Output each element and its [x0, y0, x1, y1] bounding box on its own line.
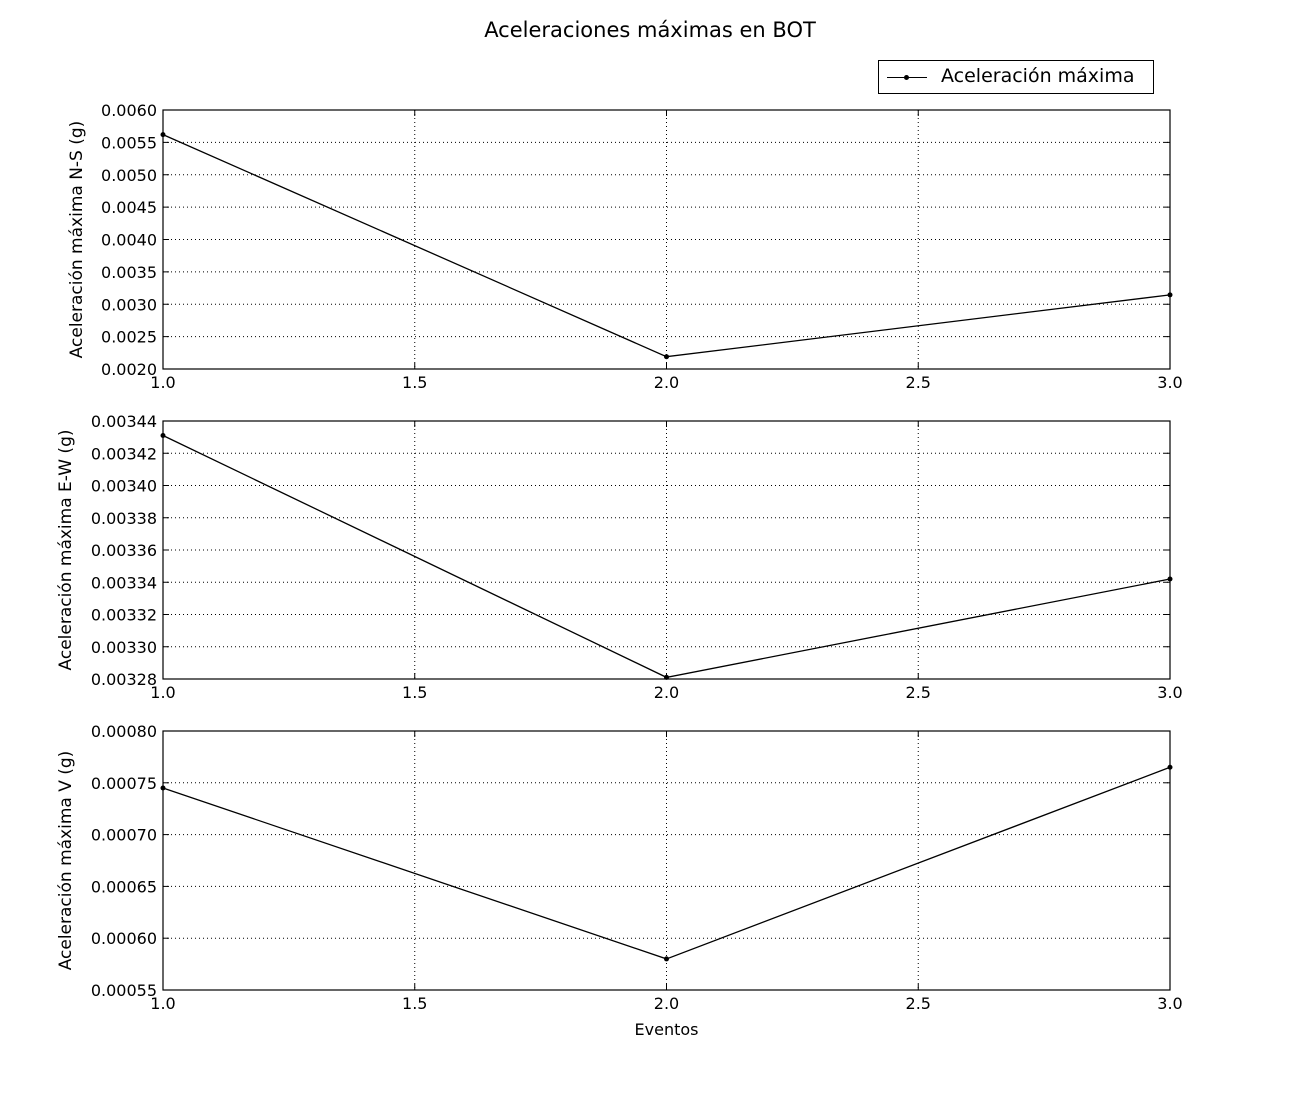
y-tick-label: 0.0050	[101, 166, 157, 185]
legend-label: Aceleración máxima	[941, 65, 1135, 87]
y-tick-label: 0.00336	[91, 541, 157, 560]
plot-area-frame	[162, 109, 1171, 370]
x-tick-label: 2.5	[906, 683, 931, 702]
x-tick-label: 2.0	[654, 683, 679, 702]
y-tick-label: 0.00070	[91, 826, 157, 845]
y-tick-label: 0.00332	[91, 606, 157, 625]
data-point	[160, 433, 166, 439]
y-tick-label: 0.0035	[101, 263, 157, 282]
legend: Aceleración máxima	[878, 60, 1154, 94]
y-tick-label: 0.00328	[91, 670, 157, 689]
x-tick-label: 2.5	[906, 373, 931, 392]
x-tick-label: 1.0	[150, 683, 175, 702]
y-tick-label: 0.0060	[101, 101, 157, 120]
figure-title: Aceleraciones máximas en BOT	[484, 18, 816, 42]
data-point	[1167, 292, 1173, 298]
series-line	[162, 134, 1171, 358]
data-point	[160, 132, 166, 138]
y-tick-label: 0.0055	[101, 133, 157, 152]
x-tick-label: 1.0	[150, 994, 175, 1013]
y-tick-label: 0.00075	[91, 774, 157, 793]
x-tick-label: 3.0	[1157, 994, 1182, 1013]
plot-area-frame	[162, 730, 1171, 991]
x-tick-label: 1.0	[150, 373, 175, 392]
y-tick-label: 0.0025	[101, 328, 157, 347]
y-tick-label: 0.00080	[91, 722, 157, 741]
x-tick-label: 2.0	[654, 994, 679, 1013]
x-tick-label: 3.0	[1157, 373, 1182, 392]
x-tick-label: 1.5	[402, 994, 427, 1013]
y-tick-label: 0.0045	[101, 198, 157, 217]
legend-marker-swatch	[904, 75, 909, 80]
y-tick-label: 0.00065	[91, 877, 157, 896]
y-tick-label: 0.0030	[101, 295, 157, 314]
data-point	[160, 785, 166, 791]
subplot-1: 0.0020 0.0025 0.0030 0.0035 0.0040 0.0045 0.00…	[67, 101, 1183, 392]
x-tick-label: 2.0	[654, 373, 679, 392]
y-tick-label: 0.0040	[101, 231, 157, 250]
x-tick-label: 1.5	[402, 683, 427, 702]
y-axis-label: Aceleración máxima V (g)	[56, 751, 76, 971]
subplot-3: 0.00055 0.00060 0.00065 0.00070 0.00075 0.000…	[56, 722, 1183, 1039]
x-tick-label: 2.5	[906, 994, 931, 1013]
y-tick-label: 0.00060	[91, 929, 157, 948]
x-tick-label: 1.5	[402, 373, 427, 392]
subplot-2: 0.00328 0.00330 0.00332 0.00334 0.00336 0.003…	[56, 412, 1183, 702]
y-tick-label: 0.00340	[91, 477, 157, 496]
y-tick-label: 0.00334	[91, 573, 157, 592]
y-tick-label: 0.00055	[91, 981, 157, 1000]
data-point	[1167, 764, 1173, 770]
x-tick-label: 3.0	[1157, 683, 1182, 702]
x-axis-label: Eventos	[635, 1020, 699, 1039]
y-tick-label: 0.00338	[91, 509, 157, 528]
y-tick-label: 0.00344	[91, 412, 157, 431]
data-point	[664, 354, 669, 360]
y-axis-label: Aceleración máxima N-S (g)	[67, 121, 87, 359]
y-tick-label: 0.00342	[91, 444, 157, 463]
data-point	[664, 956, 669, 962]
data-point	[1167, 576, 1173, 582]
data-point	[664, 674, 669, 680]
y-tick-label: 0.0020	[101, 360, 157, 379]
y-tick-label: 0.00330	[91, 638, 157, 657]
y-axis-label: Aceleración máxima E-W (g)	[56, 430, 76, 671]
